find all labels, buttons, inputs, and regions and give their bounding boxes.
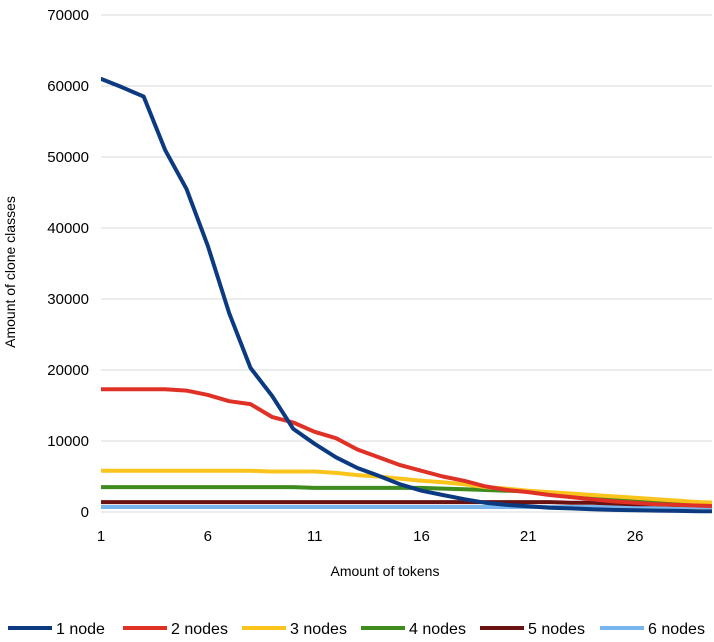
series-line-2-nodes [101, 387, 712, 509]
y-axis-label: Amount of clone classes [2, 196, 18, 348]
x-tick-label: 1 [97, 528, 105, 545]
series-lines [101, 76, 712, 514]
x-tick-label: 11 [307, 528, 323, 545]
legend-label: 6 nodes [648, 621, 705, 638]
x-tick-label: 16 [413, 528, 430, 545]
y-tick-label: 30000 [47, 291, 89, 308]
y-tick-label: 60000 [47, 78, 89, 95]
y-tick-label: 40000 [47, 220, 89, 237]
series-line-1-node [101, 76, 712, 514]
y-tick-label: 70000 [47, 7, 89, 24]
y-tick-label: 10000 [47, 433, 89, 450]
y-tick-label: 0 [81, 504, 89, 521]
series-line-3-nodes [101, 468, 712, 505]
x-axis-tick-labels: 1 6 11 16 21 26 [97, 528, 644, 545]
legend-label: 2 nodes [171, 621, 228, 638]
x-tick-label: 21 [520, 528, 537, 545]
grid-lines [101, 14, 712, 442]
legend-label: 1 node [56, 621, 105, 638]
x-tick-label: 6 [204, 528, 212, 545]
x-axis-label: Amount of tokens [331, 563, 440, 579]
y-axis-tick-labels: 0 10000 20000 30000 40000 50000 60000 70000 [47, 7, 89, 521]
legend-label: 5 nodes [528, 621, 585, 638]
y-tick-label: 20000 [47, 362, 89, 379]
legend: 1 node 2 nodes 3 nodes 4 nodes 5 nodes 6 node… [8, 621, 705, 638]
x-tick-label: 26 [627, 528, 644, 545]
y-tick-label: 50000 [47, 149, 89, 166]
legend-label: 4 nodes [409, 621, 466, 638]
legend-label: 3 nodes [290, 621, 347, 638]
